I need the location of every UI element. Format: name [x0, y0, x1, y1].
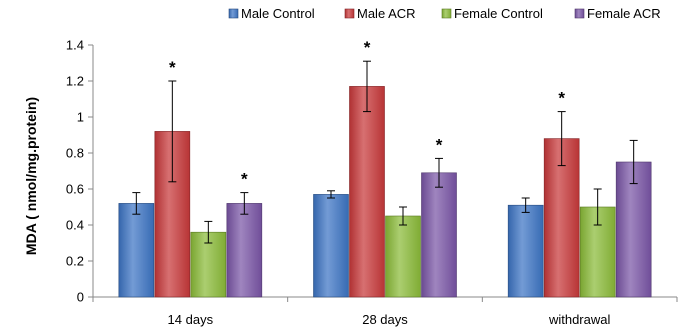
error-bar — [399, 206, 407, 226]
x-tick-label: 28 days — [362, 312, 408, 327]
y-tick-label: 0.8 — [66, 146, 84, 161]
significance-marker: * — [436, 135, 443, 154]
y-tick-label: 1.2 — [66, 74, 84, 89]
error-bar — [557, 111, 566, 167]
y-tick-label: 0.2 — [66, 254, 84, 269]
legend-label: Female ACR — [587, 6, 661, 21]
error-bar — [240, 192, 249, 215]
legend-swatch — [344, 8, 355, 19]
significance-marker: * — [364, 38, 371, 57]
x-tick-label: 14 days — [168, 312, 214, 327]
legend-item: Male ACR — [344, 6, 416, 21]
error-bar — [168, 80, 177, 183]
y-axis-title: MDA ( nmol/mg.protein) — [23, 97, 39, 255]
y-tick-label: 0.6 — [66, 182, 84, 197]
bar — [226, 203, 263, 298]
bar — [507, 204, 544, 298]
significance-marker: * — [169, 58, 176, 77]
legend-swatch — [228, 8, 239, 19]
error-bar — [204, 220, 213, 244]
error-bar — [363, 60, 371, 113]
error-bar — [593, 188, 602, 226]
legend-label: Male ACR — [357, 6, 416, 21]
error-bar — [132, 192, 141, 215]
error-bar — [521, 197, 530, 213]
legend-label: Male Control — [241, 6, 315, 21]
legend-swatch — [441, 8, 452, 19]
legend: Male Control Male ACR Female Control Female… — [228, 6, 661, 21]
significance-marker: * — [241, 170, 248, 189]
y-tick-label: 0 — [77, 290, 84, 305]
legend-swatch — [574, 8, 585, 19]
bar — [349, 86, 385, 298]
bars: * * * * * — [118, 38, 652, 298]
error-bar — [435, 157, 443, 188]
x-tick-label: withdrawal — [548, 312, 611, 327]
bar — [118, 203, 155, 298]
significance-marker: * — [558, 89, 565, 108]
error-bar — [629, 139, 638, 185]
y-tick-label: 0.4 — [66, 218, 84, 233]
bar — [313, 194, 349, 298]
y-tick-label: 1 — [77, 110, 84, 125]
legend-item: Female ACR — [574, 6, 661, 21]
y-axis: 0 0.2 0.4 0.6 0.8 1 1.2 1.4 — [66, 38, 94, 305]
bar — [385, 215, 421, 298]
error-bar — [327, 190, 335, 199]
y-tick-label: 1.4 — [66, 38, 84, 53]
legend-item: Male Control — [228, 6, 315, 21]
legend-label: Female Control — [454, 6, 543, 21]
legend-item: Female Control — [441, 6, 543, 21]
bar — [421, 172, 457, 298]
x-axis: 14 days 28 days withdrawal — [92, 296, 678, 327]
